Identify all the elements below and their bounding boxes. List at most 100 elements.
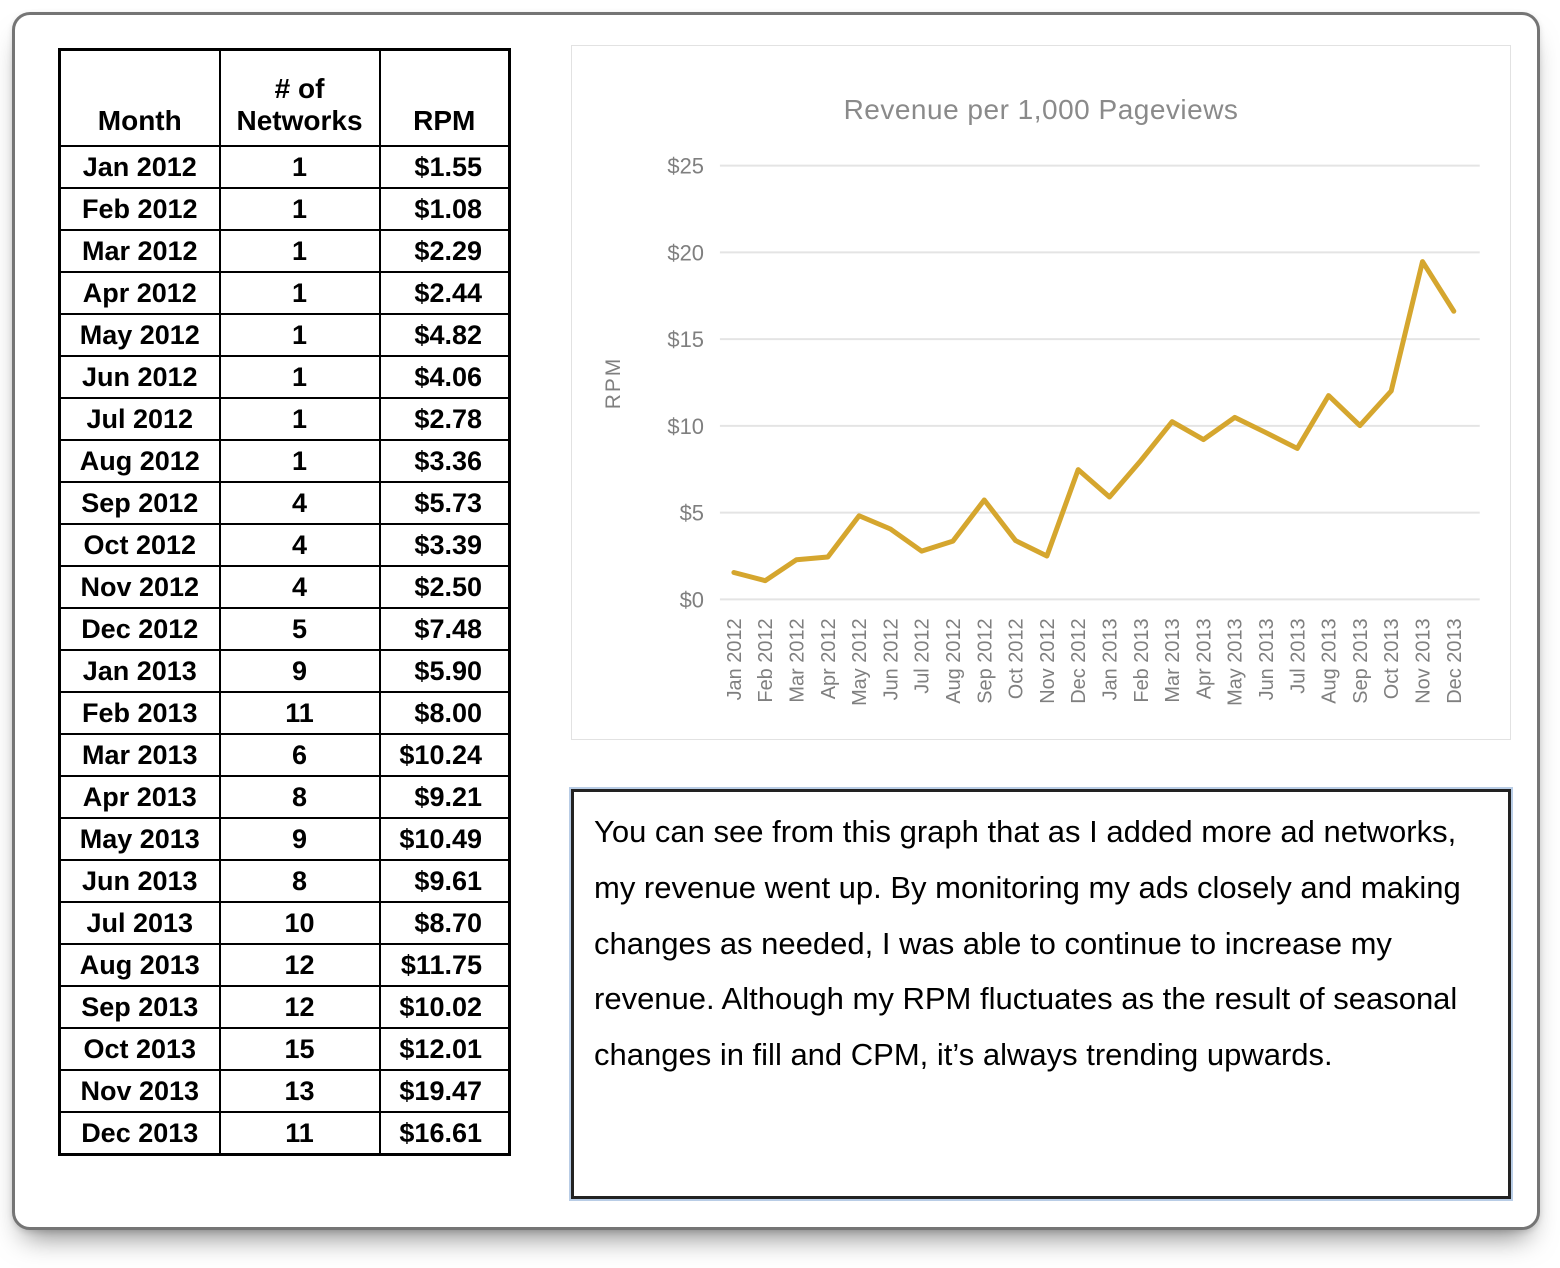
networks-cell: 6 — [218, 733, 381, 777]
table-row: Jun 2013 8 $9.61 — [58, 859, 511, 903]
networks-cell: 12 — [218, 985, 381, 1029]
month-cell: Sep 2012 — [58, 481, 221, 525]
month-cell: Oct 2013 — [58, 1027, 221, 1071]
column-header-networks: # of Networks — [218, 48, 381, 147]
rpm-cell: $10.24 — [378, 733, 511, 777]
rpm-cell: $3.39 — [378, 523, 511, 567]
table-row: Dec 2012 5 $7.48 — [58, 607, 511, 651]
networks-cell: 1 — [218, 229, 381, 273]
month-cell: Mar 2012 — [58, 229, 221, 273]
x-tick-label: Dec 2012 — [1068, 618, 1090, 703]
x-tick-label: Jan 2012 — [724, 618, 746, 700]
networks-cell: 9 — [218, 817, 381, 861]
table-row: Oct 2013 15 $12.01 — [58, 1027, 511, 1071]
month-cell: Apr 2013 — [58, 775, 221, 819]
table-row: Nov 2013 13 $19.47 — [58, 1069, 511, 1113]
x-tick-label: Jun 2013 — [1256, 618, 1278, 700]
rpm-cell: $4.82 — [378, 313, 511, 357]
month-cell: Apr 2012 — [58, 271, 221, 315]
table-row: Dec 2013 11 $16.61 — [58, 1111, 511, 1156]
networks-cell: 4 — [218, 523, 381, 567]
networks-cell: 1 — [218, 187, 381, 231]
networks-cell: 8 — [218, 859, 381, 903]
chart-title: Revenue per 1,000 Pageviews — [843, 94, 1239, 125]
column-header-rpm: RPM — [378, 48, 511, 147]
month-cell: Nov 2012 — [58, 565, 221, 609]
networks-cell: 4 — [218, 565, 381, 609]
networks-cell: 11 — [218, 1111, 381, 1156]
rpm-cell: $3.36 — [378, 439, 511, 483]
table-row: Sep 2013 12 $10.02 — [58, 985, 511, 1029]
networks-cell: 10 — [218, 901, 381, 945]
table-row: Apr 2013 8 $9.21 — [58, 775, 511, 819]
month-cell: Aug 2012 — [58, 439, 221, 483]
rpm-cell: $19.47 — [378, 1069, 511, 1113]
x-tick-label: Dec 2013 — [1444, 618, 1466, 703]
month-cell: Aug 2013 — [58, 943, 221, 987]
month-cell: Feb 2013 — [58, 691, 221, 735]
table-row: Mar 2013 6 $10.24 — [58, 733, 511, 777]
table-row: Feb 2012 1 $1.08 — [58, 187, 511, 231]
note-box: You can see from this graph that as I ad… — [569, 787, 1513, 1201]
revenue-line — [731, 259, 1457, 584]
x-tick-label: Jun 2012 — [880, 618, 902, 700]
x-tick-label: Oct 2013 — [1381, 618, 1403, 699]
table-row: Jul 2012 1 $2.78 — [58, 397, 511, 441]
table-row: Nov 2012 4 $2.50 — [58, 565, 511, 609]
x-tick-label: May 2013 — [1225, 618, 1247, 706]
x-tick-label: Nov 2013 — [1412, 618, 1434, 703]
rpm-cell: $10.49 — [378, 817, 511, 861]
x-tick-label: Oct 2012 — [1006, 618, 1028, 699]
month-cell: Jun 2013 — [58, 859, 221, 903]
y-axis-title: RPM — [602, 357, 625, 409]
rpm-cell: $5.73 — [378, 481, 511, 525]
rpm-line-chart: $0 $5 $10 $15 $20 $25 RPM Jan 2012 Feb 2012 Mar 2… — [602, 154, 1480, 706]
networks-cell: 13 — [218, 1069, 381, 1113]
rpm-cell: $8.00 — [378, 691, 511, 735]
x-tick-label: Jan 2013 — [1099, 618, 1121, 700]
note-text: You can see from this graph that as I ad… — [594, 814, 1461, 1073]
rpm-cell: $16.61 — [378, 1111, 511, 1156]
table-row: Feb 2013 11 $8.00 — [58, 691, 511, 735]
rpm-cell: $5.90 — [378, 649, 511, 693]
networks-cell: 1 — [218, 355, 381, 399]
table-row: Aug 2012 1 $3.36 — [58, 439, 511, 483]
table-row: Sep 2012 4 $5.73 — [58, 481, 511, 525]
table-row: Jul 2013 10 $8.70 — [58, 901, 511, 945]
x-tick-label: Nov 2012 — [1037, 618, 1059, 703]
rpm-cell: $12.01 — [378, 1027, 511, 1071]
month-cell: Nov 2013 — [58, 1069, 221, 1113]
table-row: Jan 2013 9 $5.90 — [58, 649, 511, 693]
chart-panel: Revenue per 1,000 Pageviews $0 $5 $10 $15 $2… — [571, 45, 1511, 740]
month-cell: Jul 2013 — [58, 901, 221, 945]
x-tick-label: Jul 2012 — [912, 618, 934, 693]
y-tick-label: $10 — [667, 414, 704, 439]
month-cell: Jan 2013 — [58, 649, 221, 693]
networks-cell: 4 — [218, 481, 381, 525]
table-row: Oct 2012 4 $3.39 — [58, 523, 511, 567]
month-cell: Feb 2012 — [58, 187, 221, 231]
month-cell: Jan 2012 — [58, 145, 221, 189]
rpm-cell: $1.08 — [378, 187, 511, 231]
month-cell: Jun 2012 — [58, 355, 221, 399]
x-tick-label: Mar 2012 — [786, 618, 808, 702]
x-tick-label: Sep 2012 — [974, 618, 996, 703]
table-row: May 2012 1 $4.82 — [58, 313, 511, 357]
y-tick-label: $0 — [680, 587, 704, 612]
rpm-data-table: Month # of Networks RPM Jan 2012 1 $1.55 Fe… — [58, 48, 511, 1156]
rpm-cell: $2.50 — [378, 565, 511, 609]
x-tick-label: Feb 2013 — [1131, 618, 1153, 702]
networks-cell: 9 — [218, 649, 381, 693]
table-row: Apr 2012 1 $2.44 — [58, 271, 511, 315]
x-tick-label: May 2012 — [849, 618, 871, 706]
rpm-cell: $1.55 — [378, 145, 511, 189]
rpm-cell: $2.78 — [378, 397, 511, 441]
month-cell: May 2012 — [58, 313, 221, 357]
networks-cell: 1 — [218, 397, 381, 441]
networks-cell: 1 — [218, 313, 381, 357]
month-cell: Oct 2012 — [58, 523, 221, 567]
table-body: Jan 2012 1 $1.55 Feb 2012 1 $1.08 Mar 2012 1 $2.… — [58, 145, 511, 1156]
networks-cell: 1 — [218, 439, 381, 483]
networks-cell: 15 — [218, 1027, 381, 1071]
rpm-cell: $9.21 — [378, 775, 511, 819]
